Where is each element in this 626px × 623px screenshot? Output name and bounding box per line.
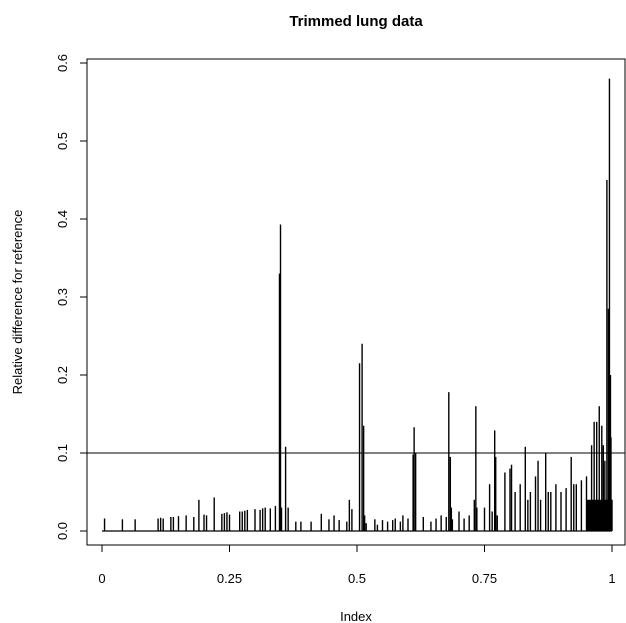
bars (102, 78, 613, 532)
y-axis-label: Relative difference for reference (10, 210, 25, 395)
x-tick-label: 0.25 (217, 571, 242, 586)
y-tick-label: 0.1 (55, 444, 70, 462)
y-axis: 0.0 0.1 0.2 0.3 0.4 0.5 0.6 (55, 54, 87, 540)
dense-bar-region (586, 499, 612, 531)
y-tick-label: 0.5 (55, 132, 70, 150)
x-tick-label: 0.75 (472, 571, 497, 586)
x-tick-label: 0.5 (348, 571, 366, 586)
y-tick-label: 0.4 (55, 210, 70, 228)
x-tick-label: 1 (608, 571, 615, 586)
plot-frame (86, 58, 626, 546)
x-axis-label: Index (340, 609, 372, 623)
x-axis: 0 0.25 0.5 0.75 1 (98, 545, 616, 586)
y-tick-label: 0.6 (55, 54, 70, 72)
y-tick-label: 0.3 (55, 288, 70, 306)
y-tick-label: 0.2 (55, 366, 70, 384)
chart-title: Trimmed lung data (289, 13, 423, 30)
y-tick-label: 0.0 (55, 522, 70, 540)
x-tick-label: 0 (98, 571, 105, 586)
